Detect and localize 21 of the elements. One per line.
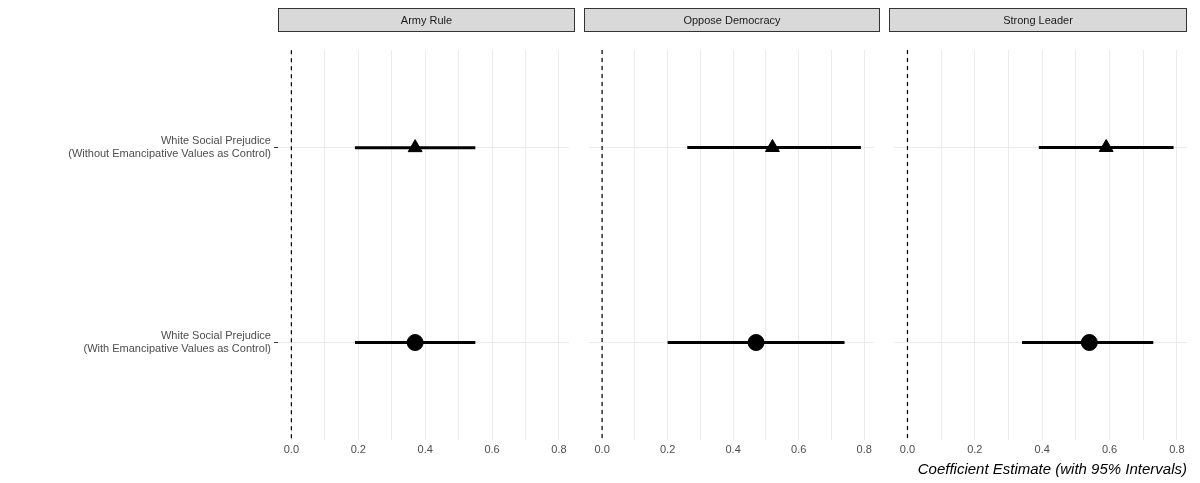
- y-tick-label: White Social Prejudice (With Emancipative Values as Control): [83, 328, 271, 355]
- x-tick-label: 0.0: [594, 442, 610, 455]
- x-tick-label: 0.8: [551, 442, 567, 455]
- chart-title: Army Rule: [278, 8, 575, 32]
- x-tick-label: 0.0: [283, 442, 300, 455]
- y-tick-label: White Social Prejudice (Without Emancipative Values as Control): [68, 134, 271, 160]
- x-tick-label: 0.2: [659, 442, 676, 455]
- x-tick-label: 0.4: [1034, 442, 1050, 455]
- x-tick-label: 0.6: [1101, 442, 1118, 455]
- x-tick-label: 0.4: [417, 442, 433, 455]
- chart-title: Strong Leader: [889, 8, 1187, 32]
- chart-title: Oppose Democracy: [584, 8, 880, 32]
- x-tick-label: 0.6: [791, 442, 807, 455]
- x-tick-label: 0.0: [899, 442, 916, 455]
- x-tick-label: 0.4: [725, 442, 741, 455]
- x-tick-label: 0.2: [967, 442, 983, 455]
- x-axis-title: Coefficient Estimate (with 95% Intervals): [917, 460, 1187, 478]
- x-tick-label: 0.6: [484, 442, 500, 455]
- x-tick-label: 0.2: [350, 442, 366, 455]
- x-tick-label: 0.8: [1169, 442, 1185, 455]
- x-tick-label: 0.8: [856, 442, 872, 455]
